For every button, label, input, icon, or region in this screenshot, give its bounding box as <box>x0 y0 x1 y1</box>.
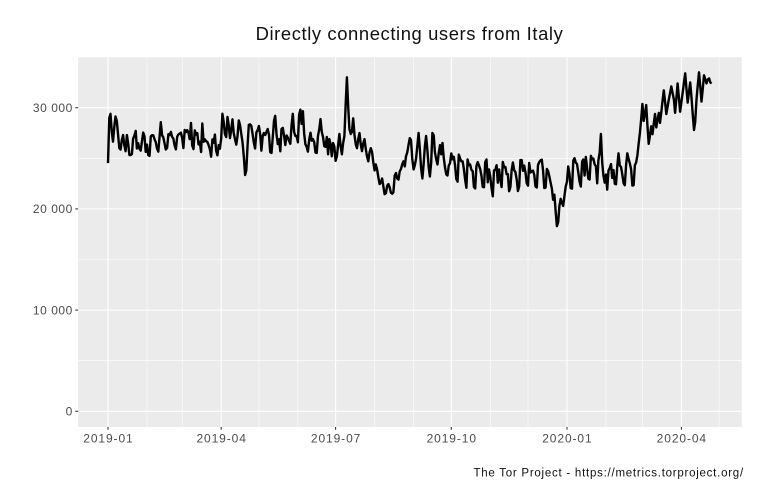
svg-text:2020-01: 2020-01 <box>542 432 592 446</box>
svg-text:2019-07: 2019-07 <box>311 432 361 446</box>
svg-text:2020-04: 2020-04 <box>657 432 707 446</box>
svg-text:The Tor Project - https://metr: The Tor Project - https://metrics.torpro… <box>473 468 744 480</box>
svg-text:2019-10: 2019-10 <box>427 432 477 446</box>
svg-text:20 000: 20 000 <box>33 202 73 216</box>
svg-text:2019-01: 2019-01 <box>83 432 133 446</box>
svg-text:0: 0 <box>66 405 73 419</box>
svg-text:30 000: 30 000 <box>33 101 73 115</box>
svg-text:Directly connecting users from: Directly connecting users from Italy <box>256 23 564 44</box>
svg-text:2019-04: 2019-04 <box>196 432 246 446</box>
svg-text:10 000: 10 000 <box>33 303 73 317</box>
